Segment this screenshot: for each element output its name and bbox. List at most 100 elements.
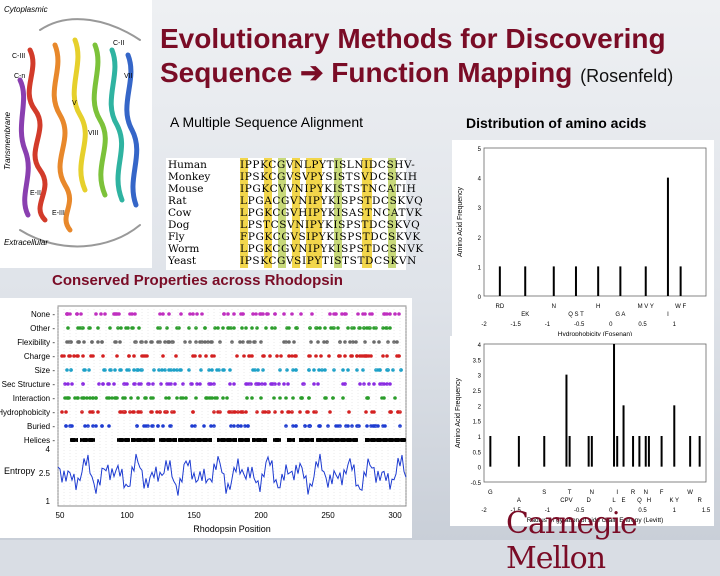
property-dot — [132, 354, 136, 358]
property-dot — [328, 410, 332, 414]
property-dot — [69, 368, 73, 372]
conserved-properties-plot: None - Other - Flexibility - Charge - Size -… — [0, 298, 412, 538]
category-label: Q — [637, 498, 642, 504]
property-dot — [346, 368, 350, 372]
entropy-tick: 2.5 — [39, 469, 51, 478]
property-row-label: Charge - — [24, 352, 55, 361]
property-dot — [149, 340, 153, 344]
property-dot — [399, 368, 403, 372]
property-dot — [127, 368, 131, 372]
property-dot — [317, 368, 321, 372]
property-dot — [132, 410, 136, 414]
y-tick-label: 0.5 — [473, 450, 482, 456]
property-dot — [210, 368, 214, 372]
property-dot — [348, 340, 352, 344]
property-dot — [259, 396, 263, 400]
property-dot — [388, 326, 392, 330]
extracellular-label: Extracellular — [4, 238, 48, 247]
property-dot — [215, 368, 219, 372]
x-tick-label: 0.5 — [638, 322, 647, 328]
property-dot — [262, 354, 266, 358]
property-dot — [132, 368, 136, 372]
property-dot — [328, 312, 332, 316]
msa-species: Monkey — [168, 171, 211, 183]
property-dot — [173, 382, 177, 386]
helix-mark — [321, 438, 329, 442]
property-dot — [90, 340, 94, 344]
property-dot — [255, 410, 259, 414]
property-dot — [65, 340, 69, 344]
property-dot — [110, 396, 114, 400]
property-dot — [273, 382, 277, 386]
c-ii-label: C-II — [113, 40, 124, 47]
property-dot — [72, 354, 76, 358]
property-dot — [275, 354, 279, 358]
cytoplasmic-label: Cytoplasmic — [4, 5, 48, 14]
property-dot — [151, 382, 155, 386]
property-dot — [385, 368, 389, 372]
property-dot — [183, 340, 187, 344]
category-label: F — [660, 490, 664, 496]
property-dot — [327, 354, 331, 358]
property-dot — [67, 354, 71, 358]
property-dot — [270, 382, 274, 386]
property-dot — [79, 312, 83, 316]
property-dot — [190, 424, 194, 428]
protein-ribbon-icon: Cytoplasmic Extracellular Transmembrane … — [0, 0, 152, 268]
property-dot — [241, 410, 245, 414]
property-dot — [301, 382, 305, 386]
property-dot — [228, 368, 232, 372]
property-row-label: Buried - — [27, 422, 55, 431]
arrow-right-icon: ➔ — [300, 57, 324, 88]
property-dot — [150, 410, 154, 414]
property-dot — [85, 396, 89, 400]
property-dot — [287, 354, 291, 358]
property-dot — [393, 312, 397, 316]
property-dot — [298, 410, 302, 414]
property-dot — [65, 368, 69, 372]
property-row-label: None - — [31, 310, 55, 319]
hydrophobicity-chart: 0 1 2 3 4 5 -2 -1.5 -1 -0.5 0 0.5 1 RD EK N Q S T H G A M V… — [452, 140, 714, 338]
property-dot — [178, 368, 182, 372]
property-dot — [354, 340, 358, 344]
property-dot — [64, 424, 68, 428]
property-row-label: Helices - — [24, 436, 55, 445]
property-dot — [396, 410, 400, 414]
category-label: W F — [675, 304, 686, 310]
property-dot — [287, 340, 291, 344]
property-dot — [65, 312, 69, 316]
property-dot — [127, 354, 131, 358]
helix-mark — [133, 438, 141, 442]
msa-sequence: LPGACGVNIPYKISPSTDCSKVQ — [240, 195, 424, 207]
property-dot — [203, 340, 207, 344]
y-tick-label: 1 — [478, 435, 482, 441]
property-dot — [106, 382, 110, 386]
property-dot — [273, 312, 277, 316]
property-dot — [83, 424, 87, 428]
msa-sequence: IPGKCVVNIPYKISTSTNCATIH — [240, 183, 417, 195]
property-dot — [341, 396, 345, 400]
property-dot — [303, 424, 307, 428]
helix-mark — [180, 438, 188, 442]
category-label: M V Y — [638, 304, 654, 310]
property-dot — [270, 326, 274, 330]
property-dot — [167, 312, 171, 316]
property-dot — [133, 382, 137, 386]
helix-mark — [385, 438, 393, 442]
property-dot — [96, 326, 100, 330]
helix-mark — [117, 438, 125, 442]
property-dot — [88, 410, 92, 414]
msa-species: Mouse — [168, 183, 204, 195]
property-dot — [117, 312, 121, 316]
property-dot — [175, 396, 179, 400]
property-dot — [279, 354, 283, 358]
property-dot — [358, 354, 362, 358]
property-dot — [143, 396, 147, 400]
property-dot — [397, 312, 401, 316]
property-dot — [240, 326, 244, 330]
property-dot — [299, 312, 303, 316]
x-tick-label: 1 — [673, 322, 677, 328]
helix-mark — [224, 438, 232, 442]
property-dot — [221, 326, 225, 330]
y-tick-label: 3 — [478, 206, 482, 212]
